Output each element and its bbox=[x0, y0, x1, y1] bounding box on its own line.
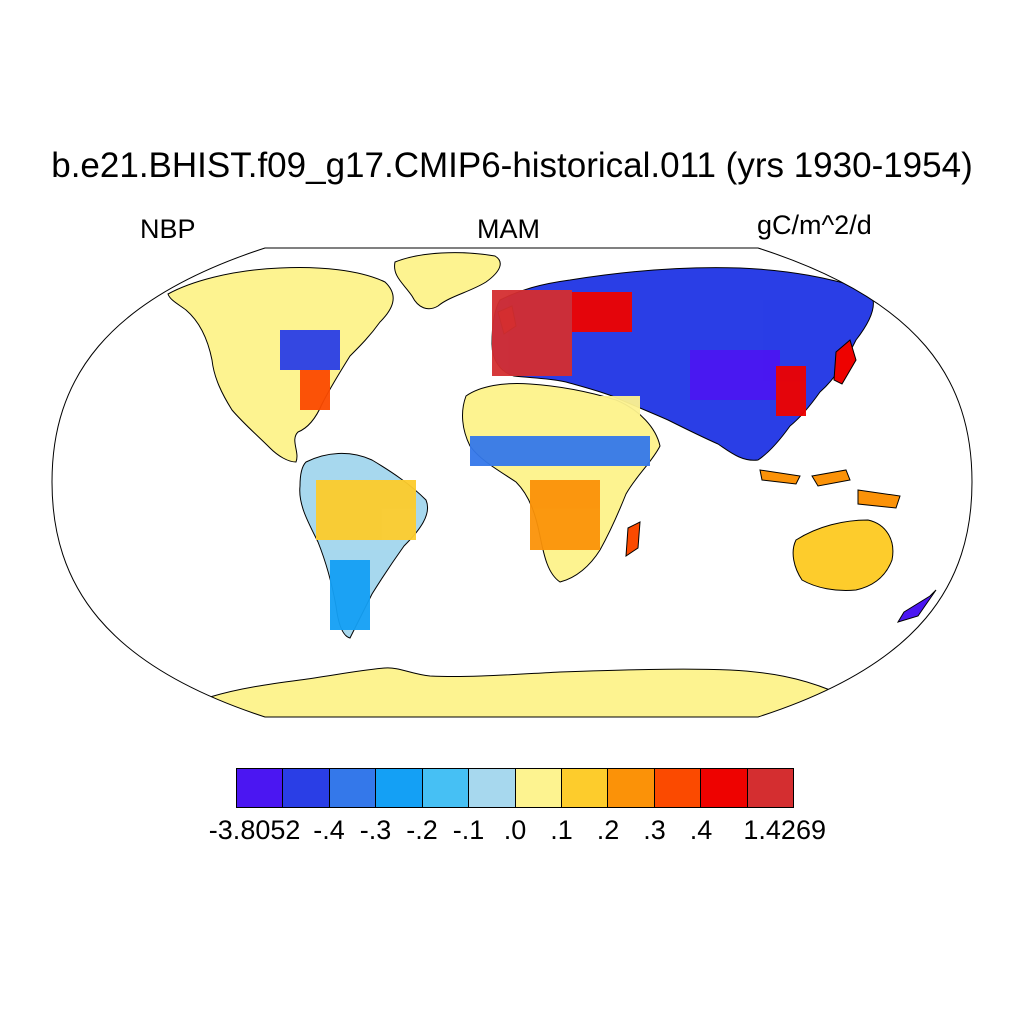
colorbar-box-3 bbox=[376, 769, 423, 807]
globe-outline bbox=[51, 247, 973, 718]
colorbar-box-5 bbox=[469, 769, 516, 807]
amazon-region bbox=[316, 480, 416, 540]
colorbar-label: -.1 bbox=[452, 815, 485, 845]
colorbar-box-6 bbox=[515, 769, 562, 807]
colorbar-label: -.2 bbox=[406, 815, 438, 845]
map-title: b.e21.BHIST.f09_g17.CMIP6-historical.011… bbox=[51, 146, 973, 185]
japan-land bbox=[833, 339, 857, 385]
colorbar-label: .3 bbox=[643, 815, 666, 845]
colorbar-label: .4 bbox=[689, 815, 713, 845]
siberia-negative-region bbox=[640, 300, 790, 350]
colorbar-box-2 bbox=[329, 769, 377, 807]
colorbar-label: .2 bbox=[596, 815, 620, 845]
colorbar-box-0 bbox=[237, 769, 284, 807]
madagascar-land bbox=[625, 521, 641, 557]
east-china-region bbox=[776, 366, 806, 416]
colorbar-label: -.4 bbox=[313, 815, 345, 845]
colorbar-box-9 bbox=[654, 769, 702, 807]
colorbar-box-8 bbox=[608, 769, 655, 807]
season-label: MAM bbox=[477, 214, 540, 244]
central-asia-negative-region bbox=[690, 350, 780, 400]
field-patches bbox=[280, 290, 806, 630]
us-east-region bbox=[300, 370, 330, 410]
colorbar-box-1 bbox=[283, 769, 330, 807]
colorbar bbox=[236, 768, 794, 808]
colorbar-box-4 bbox=[422, 769, 470, 807]
colorbar-label: .0 bbox=[503, 815, 527, 845]
colorbar-label: -.3 bbox=[359, 815, 392, 845]
variable-label: NBP bbox=[140, 214, 196, 244]
colorbar-box-11 bbox=[747, 769, 794, 807]
canada-negative-region bbox=[280, 330, 340, 370]
greenland-land bbox=[394, 252, 501, 310]
south-america-south-region bbox=[330, 560, 370, 630]
new-zealand-land bbox=[896, 589, 937, 623]
colorbar-label: -3.8052 bbox=[208, 815, 301, 845]
eastern-europe-region bbox=[572, 292, 632, 332]
colorbar-label: 1.4269 bbox=[743, 815, 826, 845]
antarctica-land bbox=[209, 667, 831, 717]
europe-positive-region bbox=[492, 290, 572, 376]
central-africa-region bbox=[530, 480, 600, 550]
colorbar-box-7 bbox=[561, 769, 609, 807]
sahel-negative-region bbox=[470, 436, 650, 466]
sahara-region bbox=[470, 396, 640, 436]
colorbar-label: .1 bbox=[550, 815, 573, 845]
units-label: gC/m^2/d bbox=[757, 210, 872, 240]
colorbar-box-10 bbox=[701, 769, 748, 807]
indonesia-land bbox=[759, 469, 901, 509]
australia-land bbox=[792, 519, 894, 591]
